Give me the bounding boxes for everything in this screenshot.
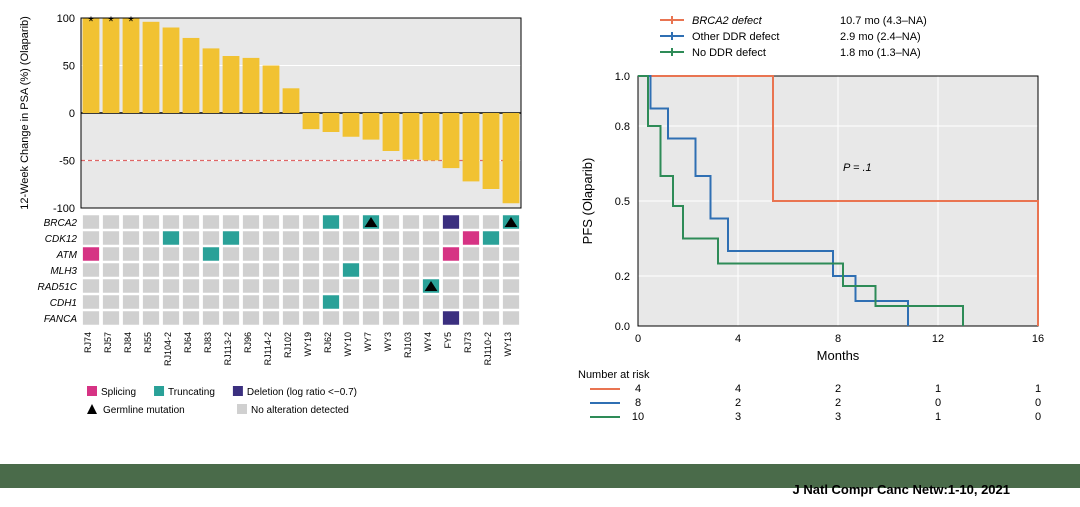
svg-text:*: * <box>88 13 94 29</box>
svg-text:2: 2 <box>835 397 841 409</box>
svg-text:12: 12 <box>932 333 944 345</box>
svg-text:2.9 mo (2.4–NA): 2.9 mo (2.4–NA) <box>840 31 921 43</box>
svg-text:10: 10 <box>632 411 644 423</box>
svg-text:*: * <box>128 13 134 29</box>
svg-text:0: 0 <box>635 333 641 345</box>
svg-text:RJ84: RJ84 <box>123 332 133 353</box>
svg-text:0.5: 0.5 <box>615 196 630 208</box>
svg-text:0.8: 0.8 <box>615 121 630 133</box>
svg-text:P = .1: P = .1 <box>843 162 872 174</box>
svg-text:10.7 mo (4.3–NA): 10.7 mo (4.3–NA) <box>840 15 927 27</box>
svg-text:3: 3 <box>835 411 841 423</box>
svg-text:Germline mutation: Germline mutation <box>103 405 185 416</box>
svg-text:0.0: 0.0 <box>615 321 630 333</box>
svg-text:RJ114-2: RJ114-2 <box>263 332 273 365</box>
svg-text:RJ110-2: RJ110-2 <box>483 332 493 365</box>
svg-text:RJ55: RJ55 <box>143 332 153 353</box>
svg-text:RJ73: RJ73 <box>463 332 473 353</box>
svg-text:1.8 mo (1.3–NA): 1.8 mo (1.3–NA) <box>840 47 921 59</box>
svg-text:-100: -100 <box>53 203 75 215</box>
svg-text:1.0: 1.0 <box>615 71 630 83</box>
svg-text:0: 0 <box>1035 397 1041 409</box>
svg-text:Truncating: Truncating <box>168 387 215 398</box>
svg-text:RJ83: RJ83 <box>203 332 213 353</box>
svg-text:No alteration detected: No alteration detected <box>251 405 349 416</box>
citation-text: J Natl Compr Canc Netw:1-10, 2021 <box>793 482 1010 497</box>
svg-text:Splicing: Splicing <box>101 387 136 398</box>
svg-text:RJ74: RJ74 <box>83 332 93 353</box>
waterfall-oncoprint-panel: -100 -50 0 50 100 * * * 12-Week Change in PSA (%… <box>6 6 546 466</box>
svg-text:50: 50 <box>63 61 75 73</box>
svg-text:WY10: WY10 <box>343 332 353 357</box>
svg-text:WY13: WY13 <box>503 332 513 357</box>
svg-text:8: 8 <box>635 397 641 409</box>
svg-text:RJ104-2: RJ104-2 <box>163 332 173 366</box>
svg-text:1: 1 <box>935 411 941 423</box>
right-svg: BRCA2 defect 10.7 mo (4.3–NA) Other DDR de… <box>560 6 1070 456</box>
svg-text:WY19: WY19 <box>303 332 313 357</box>
svg-text:0: 0 <box>935 397 941 409</box>
svg-text:RJ57: RJ57 <box>103 332 113 353</box>
svg-text:RJ113-2: RJ113-2 <box>223 332 233 365</box>
svg-text:0: 0 <box>69 108 75 120</box>
svg-text:Other DDR defect: Other DDR defect <box>692 31 779 43</box>
svg-text:100: 100 <box>57 13 75 25</box>
kaplan-meier-panel: BRCA2 defect 10.7 mo (4.3–NA) Other DDR de… <box>560 6 1070 456</box>
svg-text:*: * <box>108 13 114 29</box>
svg-text:BRCA2 defect: BRCA2 defect <box>692 15 763 27</box>
left-svg: -100 -50 0 50 100 * * * 12-Week Change in PSA (%… <box>6 6 546 466</box>
svg-text:WY3: WY3 <box>383 332 393 352</box>
svg-text:0: 0 <box>1035 411 1041 423</box>
svg-text:16: 16 <box>1032 333 1044 345</box>
svg-text:RJ62: RJ62 <box>323 332 333 353</box>
svg-text:-50: -50 <box>59 156 75 168</box>
svg-text:RJ64: RJ64 <box>183 332 193 353</box>
svg-text:RJ102: RJ102 <box>283 332 293 358</box>
svg-text:Months: Months <box>817 348 860 363</box>
svg-text:BRCA2: BRCA2 <box>44 218 78 229</box>
svg-text:Number at risk: Number at risk <box>578 369 650 381</box>
svg-text:CDH1: CDH1 <box>50 298 77 309</box>
svg-text:Deletion (log ratio <−0.7): Deletion (log ratio <−0.7) <box>247 387 357 398</box>
svg-text:PFS (Olaparib): PFS (Olaparib) <box>580 158 595 245</box>
svg-text:No DDR defect: No DDR defect <box>692 47 766 59</box>
svg-text:FY5: FY5 <box>443 332 453 349</box>
svg-text:CDK12: CDK12 <box>45 234 78 245</box>
svg-text:RAD51C: RAD51C <box>38 282 78 293</box>
svg-text:1: 1 <box>1035 383 1041 395</box>
svg-text:4: 4 <box>735 383 741 395</box>
svg-text:2: 2 <box>735 397 741 409</box>
svg-text:3: 3 <box>735 411 741 423</box>
svg-text:MLH3: MLH3 <box>50 266 77 277</box>
svg-text:WY4: WY4 <box>423 332 433 352</box>
svg-text:8: 8 <box>835 333 841 345</box>
svg-text:ATM: ATM <box>56 250 78 261</box>
svg-text:4: 4 <box>635 383 641 395</box>
svg-text:1: 1 <box>935 383 941 395</box>
svg-text:12-Week Change in PSA (%) (Ola: 12-Week Change in PSA (%) (Olaparib) <box>19 16 31 210</box>
svg-text:RJ96: RJ96 <box>243 332 253 353</box>
svg-text:RJ103: RJ103 <box>403 332 413 358</box>
svg-text:4: 4 <box>735 333 741 345</box>
svg-text:2: 2 <box>835 383 841 395</box>
svg-text:FANCA: FANCA <box>44 314 77 325</box>
svg-text:WY7: WY7 <box>363 332 373 352</box>
svg-text:0.2: 0.2 <box>615 271 630 283</box>
